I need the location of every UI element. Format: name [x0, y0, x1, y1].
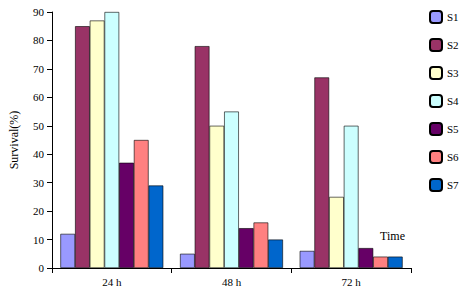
svg-text:0: 0 — [39, 262, 45, 274]
svg-text:70: 70 — [33, 63, 45, 75]
svg-text:S1: S1 — [447, 11, 459, 23]
svg-text:90: 90 — [33, 6, 45, 18]
svg-text:20: 20 — [33, 205, 45, 217]
svg-text:S6: S6 — [447, 151, 459, 163]
svg-text:80: 80 — [33, 34, 45, 46]
svg-text:40: 40 — [33, 148, 45, 160]
svg-text:10: 10 — [33, 234, 45, 246]
svg-text:S2: S2 — [447, 39, 459, 51]
svg-text:60: 60 — [33, 91, 45, 103]
svg-text:S4: S4 — [447, 95, 459, 107]
svg-text:Survival(%): Survival(%) — [7, 111, 21, 170]
svg-text:30: 30 — [33, 177, 45, 189]
svg-text:S7: S7 — [447, 179, 459, 191]
svg-text:50: 50 — [33, 120, 45, 132]
svg-text:72 h: 72 h — [342, 276, 362, 288]
svg-text:24 h: 24 h — [102, 276, 122, 288]
svg-text:S5: S5 — [447, 123, 459, 135]
svg-text:Time: Time — [380, 229, 405, 243]
svg-text:48 h: 48 h — [222, 276, 242, 288]
svg-text:S3: S3 — [447, 67, 459, 79]
